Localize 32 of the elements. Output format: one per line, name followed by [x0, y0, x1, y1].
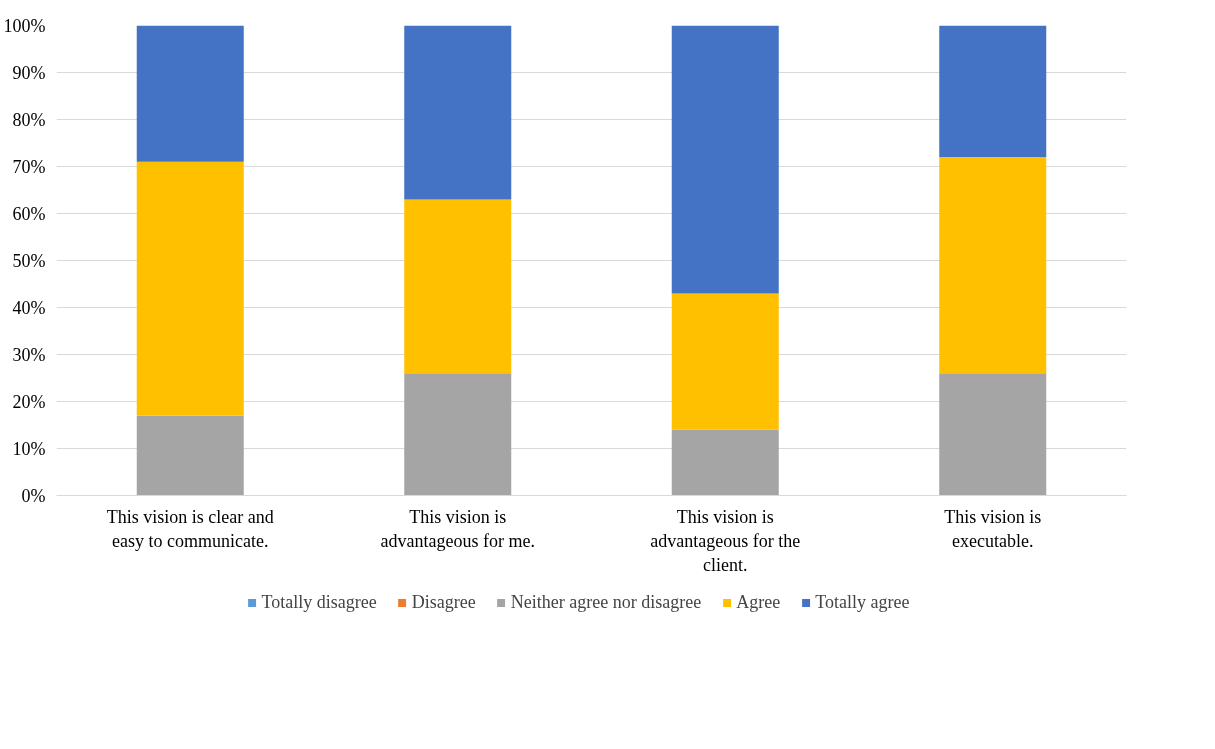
x-tick-label: This vision is executable. [944, 506, 1042, 551]
y-tick-label: 20% [12, 391, 46, 412]
y-tick-label: 10% [12, 438, 46, 459]
bar [136, 25, 244, 162]
bar [671, 429, 779, 496]
y-tick-label: 100% [3, 15, 46, 36]
x-tick-label: This vision is clear and easy to communicate. [106, 506, 274, 551]
bar [136, 161, 244, 416]
y-tick-label: 0% [21, 485, 46, 506]
legend-label: Neither agree nor disagree [510, 591, 702, 613]
legend-label: Disagree [411, 591, 476, 613]
y-tick-label: 30% [12, 344, 46, 365]
y-tick-label: 80% [12, 109, 46, 130]
bar [671, 25, 779, 294]
legend-label: Totally disagree [261, 591, 377, 613]
y-tick-label: 40% [12, 297, 46, 318]
x-tick-label: This vision is advantageous for me. [380, 506, 535, 551]
y-tick-label: 60% [12, 203, 46, 224]
bar [404, 25, 512, 200]
legend-label: Agree [736, 591, 781, 613]
bar [404, 373, 512, 496]
x-tick-label: This vision is advantageous for the client. [650, 506, 801, 575]
bar [404, 199, 512, 374]
bar [671, 293, 779, 430]
bar [136, 415, 244, 496]
y-tick-label: 70% [12, 156, 46, 177]
bar [939, 157, 1047, 374]
bar [939, 373, 1047, 496]
y-tick-label: 90% [12, 62, 46, 83]
y-tick-label: 50% [12, 250, 46, 271]
bar [939, 25, 1047, 158]
legend-label: Totally agree [815, 591, 910, 613]
